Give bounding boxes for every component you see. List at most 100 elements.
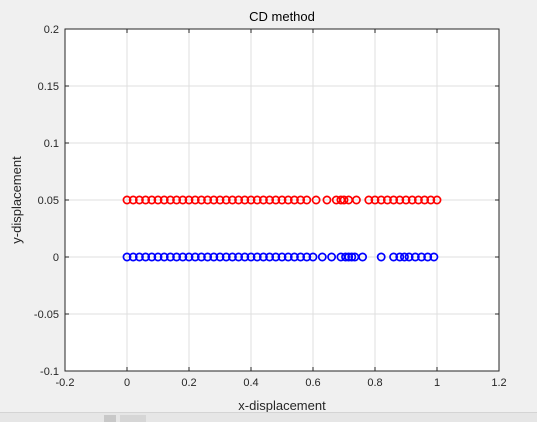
data-point	[172, 252, 182, 262]
chart-title: CD method	[249, 9, 315, 24]
data-point	[209, 195, 219, 205]
data-point	[128, 195, 138, 205]
data-point	[327, 252, 337, 262]
data-point	[364, 195, 374, 205]
data-point	[128, 252, 138, 262]
data-point	[432, 195, 442, 205]
data-point	[271, 252, 281, 262]
data-point	[271, 195, 281, 205]
data-point	[252, 252, 262, 262]
data-point	[296, 252, 306, 262]
toolbar-tab	[104, 415, 116, 422]
data-point	[159, 252, 169, 262]
data-point	[344, 252, 354, 262]
data-point	[141, 252, 151, 262]
data-point	[283, 252, 293, 262]
data-point	[389, 195, 399, 205]
data-point	[172, 195, 182, 205]
x-tick-label: 1.2	[491, 377, 506, 389]
y-tick-label: -0.1	[40, 366, 59, 378]
data-point	[413, 195, 423, 205]
data-point	[277, 195, 287, 205]
data-point	[296, 195, 306, 205]
data-point	[153, 252, 163, 262]
data-point	[234, 195, 244, 205]
data-point	[141, 195, 151, 205]
data-point	[240, 252, 250, 262]
series-1	[122, 195, 442, 205]
data-point	[246, 195, 256, 205]
data-point	[401, 195, 411, 205]
data-point	[203, 195, 213, 205]
data-point	[429, 252, 439, 262]
data-point	[215, 252, 225, 262]
x-tick-label: 0.8	[367, 377, 382, 389]
data-point	[221, 252, 231, 262]
data-point	[184, 195, 194, 205]
data-point	[227, 252, 237, 262]
bottom-toolbar-strip	[0, 412, 537, 422]
x-axis-label: x-displacement	[238, 398, 326, 413]
data-point	[209, 252, 219, 262]
data-point	[277, 252, 287, 262]
data-point	[370, 195, 380, 205]
data-point	[382, 195, 392, 205]
data-point	[122, 252, 132, 262]
x-tick-label: 0.4	[243, 377, 258, 389]
data-point	[178, 195, 188, 205]
data-point	[184, 252, 194, 262]
data-point	[420, 195, 430, 205]
data-point	[221, 195, 231, 205]
series-2	[122, 252, 439, 262]
data-point	[351, 195, 361, 205]
data-point	[122, 195, 132, 205]
x-tick-label: 0	[124, 377, 130, 389]
data-point	[308, 252, 318, 262]
data-point	[410, 252, 420, 262]
data-point	[283, 195, 293, 205]
data-point	[311, 195, 321, 205]
data-point	[190, 252, 200, 262]
data-point	[196, 195, 206, 205]
data-point	[159, 195, 169, 205]
data-point	[289, 252, 299, 262]
data-point	[400, 252, 409, 262]
data-point	[234, 252, 244, 262]
data-point	[347, 252, 357, 262]
x-tick-label: 0.6	[305, 377, 320, 389]
tick-labels: -0.2 0 0.2 0.4 0.6 0.8 1 1.2 -0.1 -0.05 0 0.05 0.1 0.…	[34, 24, 507, 389]
data-point	[289, 195, 299, 205]
x-tick-label: -0.2	[56, 377, 75, 389]
data-point	[190, 195, 200, 205]
data-point	[302, 195, 312, 205]
y-tick-label: 0.05	[38, 195, 59, 207]
data-point	[134, 252, 144, 262]
x-tick-label: 0.2	[181, 377, 196, 389]
data-point	[389, 252, 399, 262]
data-point	[258, 195, 268, 205]
data-point	[376, 252, 386, 262]
data-point	[317, 252, 327, 262]
data-point	[417, 252, 426, 262]
data-point	[395, 252, 405, 262]
data-point	[134, 195, 144, 205]
toolbar-tab	[120, 415, 146, 422]
y-tick-label: -0.05	[34, 309, 59, 321]
data-point	[153, 195, 163, 205]
y-tick-label: 0.2	[44, 24, 59, 36]
data-point	[426, 195, 436, 205]
data-point	[227, 195, 237, 205]
data-point	[302, 252, 312, 262]
y-tick-label: 0	[53, 252, 59, 264]
data-point	[265, 252, 275, 262]
data-point	[147, 195, 157, 205]
data-point	[358, 252, 368, 262]
data-point	[404, 252, 414, 262]
data-point	[258, 252, 268, 262]
data-point	[376, 195, 386, 205]
data-point	[215, 195, 225, 205]
data-point	[395, 195, 405, 205]
x-tick-label: 1	[434, 377, 440, 389]
data-point	[165, 252, 175, 262]
